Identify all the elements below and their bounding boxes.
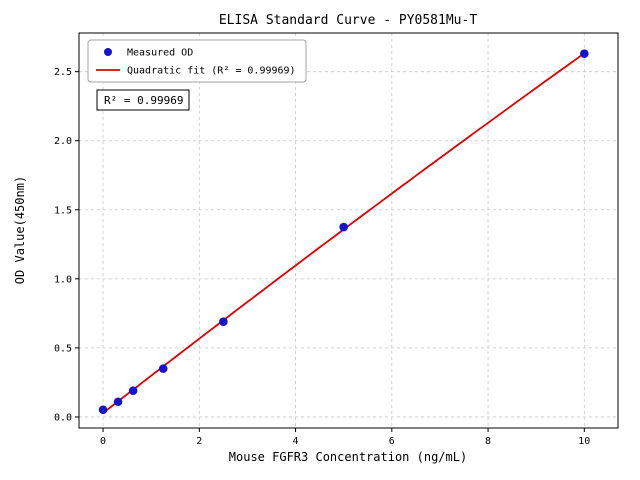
y-tick-label: 2.5	[54, 67, 72, 78]
measured-od-points	[98, 49, 589, 415]
data-point-marker	[219, 317, 228, 326]
y-tick-label: 1.5	[54, 205, 72, 216]
x-tick-label: 4	[293, 436, 299, 447]
plot-frame	[78, 32, 619, 429]
x-tick-label: 0	[100, 436, 106, 447]
x-axis-label: Mouse FGFR3 Concentration (ng/mL)	[229, 450, 467, 464]
y-tick-label: 0.0	[54, 412, 72, 423]
r-squared-annotation: R² = 0.99969	[96, 89, 190, 111]
data-point-marker	[158, 364, 168, 373]
annotation-text: R² = 0.99969	[104, 94, 183, 107]
legend-box	[87, 39, 307, 83]
y-axis-label: OD Value(450nm)	[13, 176, 27, 284]
legend-label-quadratic-fit: Quadratic fit (R² = 0.99969)	[127, 66, 296, 77]
tick-labels: 0 2 4 6 8 10 0.0 0.5 1.0 1.5 2.0 2.5	[54, 67, 590, 447]
y-tick-label: 2.0	[54, 136, 72, 147]
x-tick-label: 10	[578, 436, 590, 447]
legend: Measured OD Quadratic fit (R² = 0.99969)	[87, 39, 307, 83]
axis-ticks	[75, 71, 585, 432]
chart-title: ELISA Standard Curve - PY0581Mu-T	[219, 13, 477, 28]
y-tick-label: 0.5	[54, 343, 72, 354]
x-tick-label: 8	[485, 436, 491, 447]
x-tick-label: 2	[196, 436, 202, 447]
annotation-box	[96, 89, 190, 111]
plot-layers: 0 2 4 6 8 10 0.0 0.5 1.0 1.5 2.0 2.5 Measured OD Quad…	[54, 32, 619, 447]
legend-label-measured-od: Measured OD	[127, 48, 193, 59]
legend-marker-dot	[104, 48, 112, 56]
y-tick-label: 1.0	[54, 274, 72, 285]
data-point-marker	[580, 49, 589, 59]
data-point-marker	[128, 386, 138, 396]
data-point-marker	[113, 397, 123, 407]
x-tick-label: 6	[389, 436, 395, 447]
data-point-marker	[98, 405, 108, 415]
data-point-marker	[339, 222, 348, 232]
